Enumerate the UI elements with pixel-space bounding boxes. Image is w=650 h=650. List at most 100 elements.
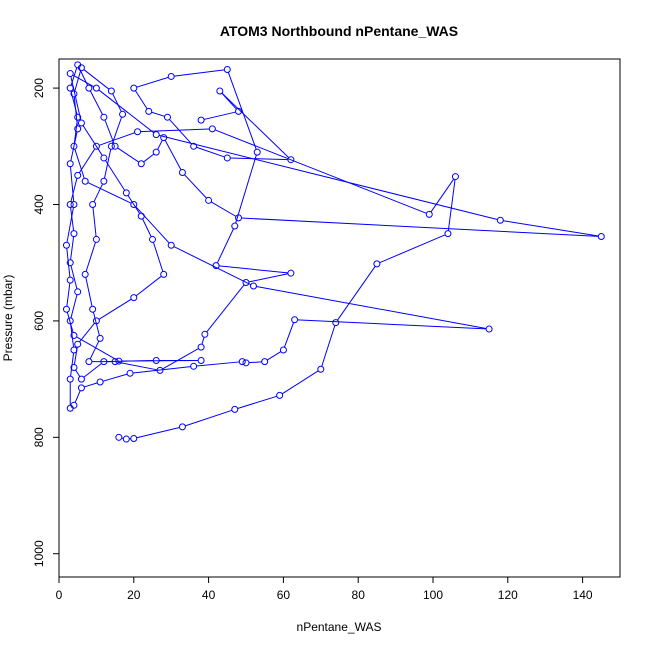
data-point [85,358,93,366]
series-segment [112,93,122,112]
series-segment [104,149,112,179]
data-point [205,196,213,204]
series-segment [74,390,81,403]
data-point [115,433,123,441]
series-segment [117,361,158,371]
series-segment [221,92,237,110]
series-segment [78,148,96,174]
data-point [122,189,130,197]
data-point [279,346,287,354]
series-segment [281,370,319,395]
series-segment [93,183,104,203]
data-point [145,107,153,115]
series-segment [196,146,225,158]
data-point [235,214,243,222]
data-point [62,241,70,249]
series-segment [169,119,193,145]
series-segment [379,234,446,264]
series-segment [98,89,155,134]
data-point [74,288,82,296]
data-point [425,210,433,218]
data-point [66,375,74,383]
y-tick-label: 600 [32,311,46,331]
data-point [70,331,78,339]
data-point [130,434,138,442]
series-segment [503,220,599,237]
series-segment [206,284,245,333]
series-segment [72,74,95,88]
data-point [178,423,186,431]
data-point [66,276,74,284]
data-point [77,64,85,72]
data-point [70,346,78,354]
series-segment [66,248,71,278]
series-segment [297,319,487,330]
series-segment [248,361,262,364]
data-point [223,154,231,162]
series-segment [256,286,487,330]
data-point [77,384,85,392]
data-point [92,235,100,243]
data-point [451,173,459,181]
series-segment [216,228,234,264]
data-point [70,363,78,371]
data-point [92,317,100,325]
x-tick-label: 120 [498,588,518,602]
data-point [242,359,250,367]
data-point [130,84,138,92]
series-segment [241,217,599,237]
data-point [152,356,160,364]
data-point [81,270,89,278]
data-point [74,125,82,133]
data-point [92,142,100,150]
data-point [317,365,325,373]
data-point [287,269,295,277]
series-segment [221,92,290,158]
series-segment [69,166,75,202]
data-point [291,316,299,324]
series-segment [76,336,117,361]
data-point [163,113,171,121]
data-point [62,305,70,313]
y-tick-label: 800 [32,427,46,447]
series-segment [152,242,164,272]
data-point [100,358,108,366]
x-tick-label: 20 [127,588,141,602]
series-segment [184,174,207,199]
data-point [70,401,78,409]
series-segment [70,265,78,290]
series-segment [203,111,236,120]
x-tick-label: 60 [277,588,291,602]
data-point [261,358,269,366]
data-point [115,357,123,365]
series-segment [70,207,75,231]
series-segment [89,340,100,360]
data-point [197,116,205,124]
series-segment [102,373,128,382]
series-segment [185,409,233,427]
y-tick-label: 400 [32,194,46,214]
series-segment [237,395,277,409]
series-segment [135,90,148,110]
series-segment [85,242,96,272]
data-point [70,201,78,209]
series-segment [151,111,165,117]
series-segment [164,139,182,171]
data-point [130,294,138,302]
series-segment [84,382,98,388]
y-axis-label: Pressure (mbar) [1,275,15,362]
series-segment [230,157,288,161]
data-point [66,70,74,78]
data-point [287,156,295,164]
data-point [597,233,605,241]
data-point [74,340,82,348]
series-segment [83,69,110,90]
data-point [235,107,243,115]
series-segment [214,129,427,214]
data-point [208,125,216,133]
data-point [212,262,220,270]
series-segment [227,72,257,150]
data-point [152,131,160,139]
series-segment [70,236,75,260]
data-point [156,366,164,374]
